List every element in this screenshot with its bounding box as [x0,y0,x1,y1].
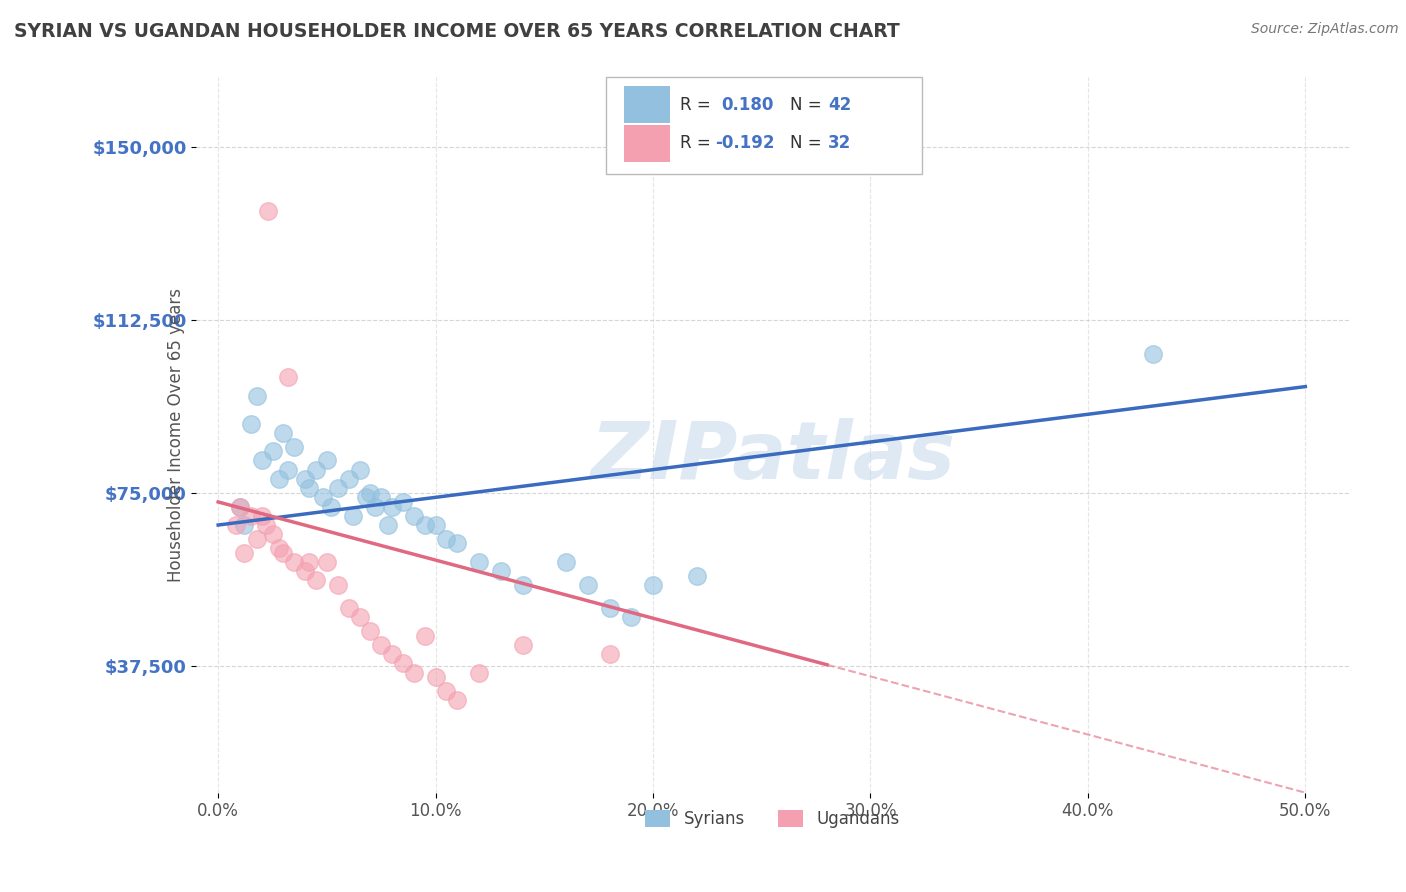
Point [489,564,512,578]
Point [381,500,404,514]
Text: N =: N = [790,135,827,153]
Point [321,500,343,514]
Text: 32: 32 [828,135,851,153]
FancyBboxPatch shape [606,78,922,174]
Text: SYRIAN VS UGANDAN HOUSEHOLDER INCOME OVER 65 YEARS CORRELATION CHART: SYRIAN VS UGANDAN HOUSEHOLDER INCOME OVE… [14,22,900,41]
Point [349,463,371,477]
Point [359,485,381,500]
Point [326,481,349,495]
Point [305,463,328,477]
Point [326,578,349,592]
Point [337,472,360,486]
Point [229,500,252,514]
Point [413,629,436,643]
Point [342,508,364,523]
Point [283,440,305,454]
Point [620,610,643,624]
Point [599,601,621,615]
Point [273,546,295,560]
Text: R =: R = [681,95,717,114]
Point [298,481,321,495]
Point [262,527,284,541]
Point [246,389,269,403]
Point [377,518,399,533]
Point [685,568,707,582]
Point [262,444,284,458]
Y-axis label: Householder Income Over 65 years: Householder Income Over 65 years [167,288,186,582]
Point [359,624,381,639]
Point [446,536,468,550]
Point [267,541,290,555]
Point [425,518,447,533]
Point [381,647,404,661]
Point [273,425,295,440]
Point [468,665,491,680]
Point [468,555,491,569]
Point [349,610,371,624]
Point [257,204,280,219]
Point [370,491,392,505]
Text: N =: N = [790,95,827,114]
Point [555,555,578,569]
Point [229,500,252,514]
Point [402,665,425,680]
Point [298,555,321,569]
Point [315,555,337,569]
Point [446,693,468,707]
Point [337,601,360,615]
Point [294,564,316,578]
Point [233,546,256,560]
Point [246,532,269,546]
Text: 42: 42 [828,95,851,114]
Point [370,638,392,652]
Text: 0.180: 0.180 [721,95,773,114]
Point [436,532,458,546]
Point [277,370,299,384]
Text: R =: R = [681,135,717,153]
Point [512,638,534,652]
Point [576,578,599,592]
Point [239,417,262,431]
Point [233,518,256,533]
Legend: Syrians, Ugandans: Syrians, Ugandans [638,803,907,834]
Point [283,555,305,569]
Point [315,453,337,467]
Point [294,472,316,486]
Point [354,491,377,505]
Text: Source: ZipAtlas.com: Source: ZipAtlas.com [1251,22,1399,37]
Point [277,463,299,477]
Point [599,647,621,661]
Point [254,518,277,533]
Point [641,578,664,592]
Point [436,684,458,698]
Point [364,500,387,514]
Point [425,670,447,684]
Point [512,578,534,592]
Point [239,508,262,523]
FancyBboxPatch shape [624,87,671,123]
Point [250,453,273,467]
Point [305,574,328,588]
Point [311,491,333,505]
Point [413,518,436,533]
Point [402,508,425,523]
Point [225,518,247,533]
Text: -0.192: -0.192 [716,135,775,153]
Point [392,657,415,671]
FancyBboxPatch shape [624,125,671,162]
Point [267,472,290,486]
Point [1142,347,1164,361]
Point [392,495,415,509]
Point [250,508,273,523]
Text: ZIPatlas: ZIPatlas [591,417,955,495]
